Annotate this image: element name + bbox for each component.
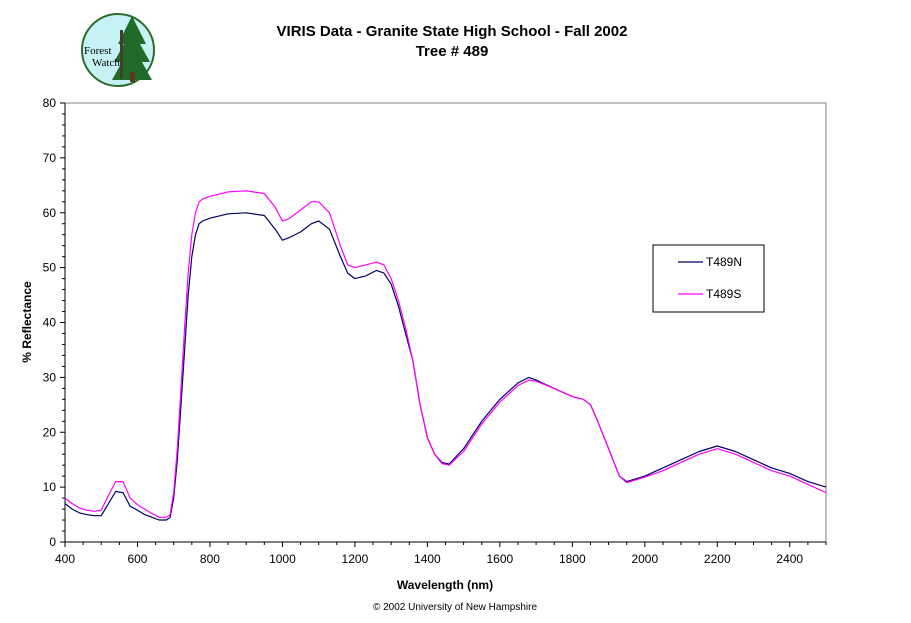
logo-text-line1: Forest xyxy=(84,45,112,57)
chart-title: VIRIS Data - Granite State High School -… xyxy=(277,23,628,40)
series-lines xyxy=(64,190,827,521)
y-tick-label: 70 xyxy=(43,151,57,165)
y-tick-label: 60 xyxy=(43,206,57,220)
x-tick-label: 1600 xyxy=(487,552,514,566)
y-tick-label: 30 xyxy=(43,370,57,384)
y-tick-label: 50 xyxy=(43,261,57,275)
y-axis-ticks: 0 10 20 30 40 50 60 70 80 xyxy=(43,96,65,549)
x-tick-label: 1400 xyxy=(414,552,441,566)
x-tick-label: 1000 xyxy=(269,552,296,566)
tree-icon xyxy=(112,16,152,82)
y-tick-label: 80 xyxy=(43,96,57,110)
logo-text-line2: Watch xyxy=(92,57,120,69)
x-tick-label: 400 xyxy=(55,552,75,566)
x-tick-label: 2000 xyxy=(631,552,658,566)
legend: T489N T489S xyxy=(652,244,765,313)
series-line-t489s xyxy=(64,190,827,518)
legend-label-t489s: T489S xyxy=(706,287,741,301)
y-tick-label: 10 xyxy=(43,480,57,494)
plot-area xyxy=(64,102,827,543)
x-tick-label: 1200 xyxy=(342,552,369,566)
x-axis-title: Wavelength (nm) xyxy=(397,578,493,592)
copyright-notice: © 2002 University of New Hampshire xyxy=(373,602,538,613)
x-tick-label: 2400 xyxy=(776,552,803,566)
y-tick-label: 20 xyxy=(43,425,57,439)
x-tick-label: 1800 xyxy=(559,552,586,566)
x-tick-label: 2200 xyxy=(704,552,731,566)
x-tick-label: 600 xyxy=(127,552,147,566)
x-tick-label: 800 xyxy=(200,552,220,566)
legend-label-t489n: T489N xyxy=(706,255,742,269)
y-tick-label: 40 xyxy=(43,316,57,330)
y-tick-label: 0 xyxy=(49,535,56,549)
y-axis-title: % Reflectance xyxy=(20,281,34,363)
x-axis-ticks: 400 600 800 1000 1200 1400 1600 1800 2000 2200 240… xyxy=(55,542,827,566)
chart-subtitle: Tree # 489 xyxy=(416,43,489,60)
forest-watch-logo: Forest Watch xyxy=(81,13,155,87)
legend-box xyxy=(652,244,765,313)
